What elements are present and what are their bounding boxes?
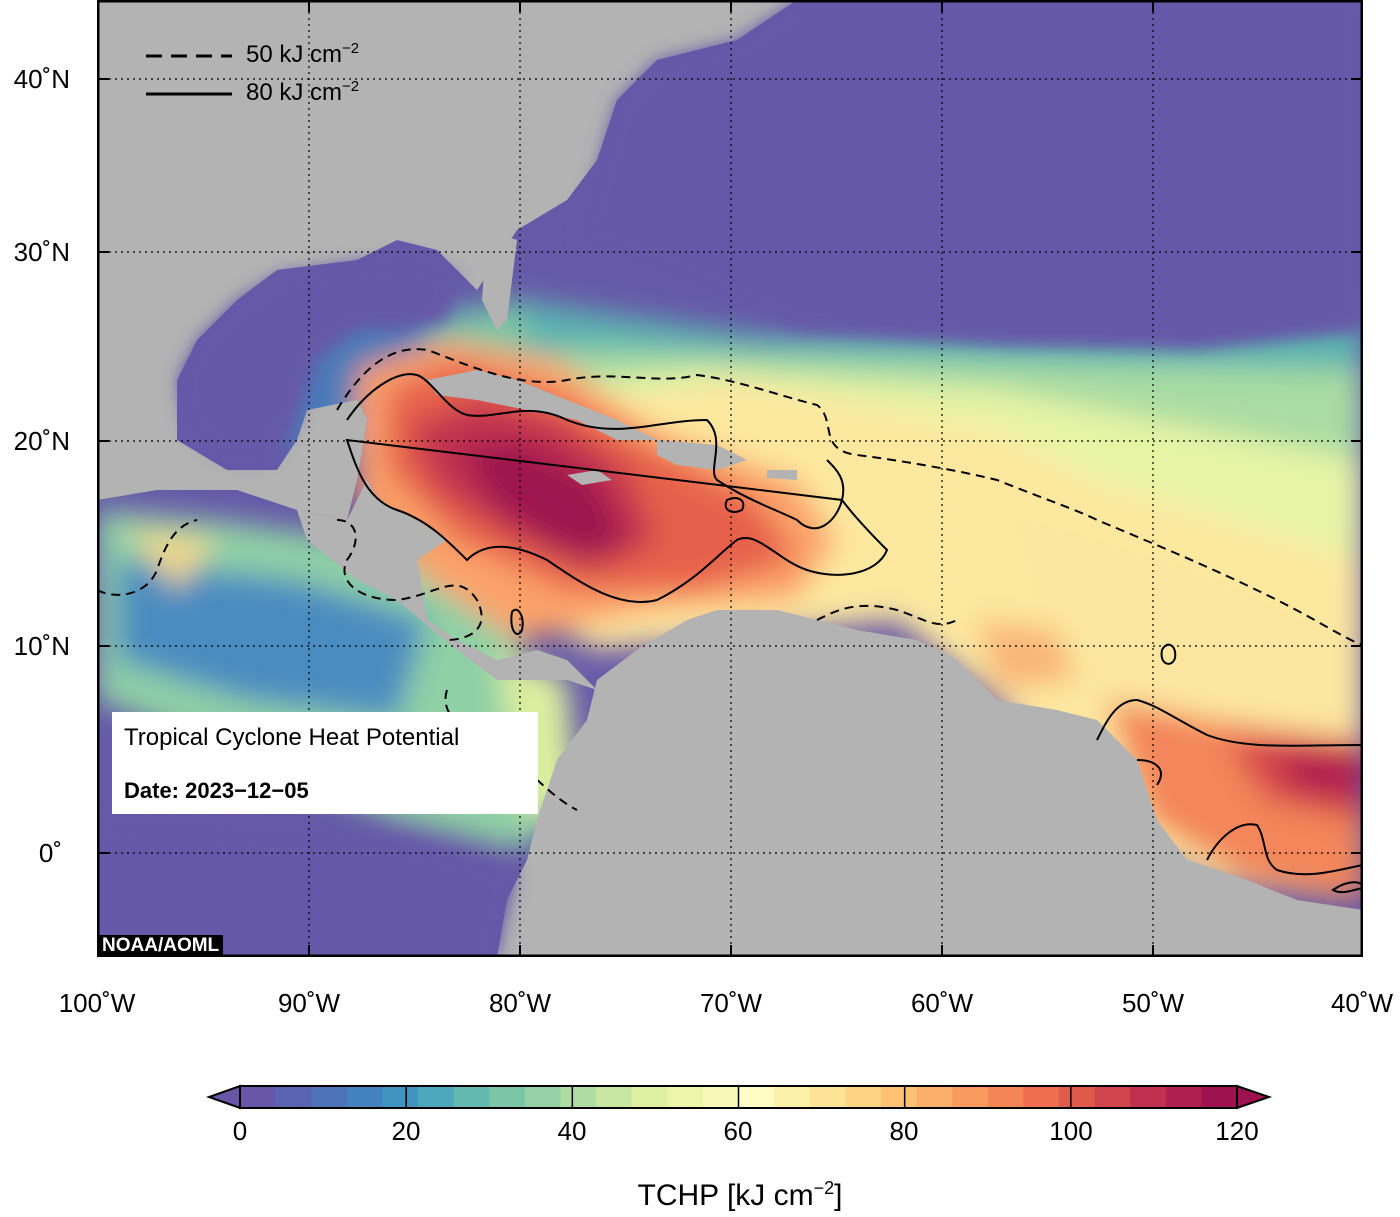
- colorbar-swatch: [1165, 1086, 1202, 1108]
- colorbar-swatch: [952, 1086, 989, 1108]
- colorbar-swatch: [382, 1086, 419, 1108]
- gulf-cold: [177, 260, 457, 460]
- contour-80-blobs: [510, 497, 1363, 894]
- contour-80-south: [1096, 698, 1363, 876]
- map-title: Tropical Cyclone Heat Potential: [124, 724, 460, 751]
- cbar-tick-60: 60: [723, 1116, 753, 1146]
- map-date: Date: 2023−12−05: [124, 778, 309, 803]
- cbar-label-exp: −2: [813, 1178, 835, 1198]
- lon-label-40w: 40˚W: [1330, 988, 1394, 1018]
- colorbar-swatch: [1023, 1086, 1060, 1108]
- colorbar-swatch: [560, 1086, 597, 1108]
- map-panel: 50 kJ cm−2 80 kJ cm−2 Tropical Cyclone H…: [97, 0, 1363, 957]
- lon-label-100w: 100˚W: [58, 988, 136, 1018]
- cbar-tick-120: 120: [1215, 1116, 1259, 1146]
- colorbar-swatch: [346, 1086, 384, 1108]
- colorbar-under-arrow: [206, 1084, 241, 1110]
- colorbar-swatch: [240, 1086, 277, 1108]
- colorbar-swatch: [738, 1086, 775, 1108]
- colorbar-swatch: [453, 1086, 490, 1108]
- colorbar-swatch: [845, 1086, 882, 1108]
- colorbar-label: TCHP [kJ cm−2]: [638, 1178, 843, 1213]
- lat-label-0: 0˚: [38, 838, 62, 868]
- lon-label-50w: 50˚W: [1121, 988, 1185, 1018]
- colorbar-swatch: [880, 1086, 918, 1108]
- colorbar-swatch: [1130, 1086, 1167, 1108]
- cbar-tick-0: 0: [232, 1116, 248, 1146]
- colorbar-swatch: [631, 1086, 668, 1108]
- lat-label-10n: 10˚N: [13, 631, 70, 661]
- colorbar-swatch: [418, 1086, 455, 1108]
- tchp-map: [97, 0, 1363, 957]
- cbar-tick-40: 40: [557, 1116, 587, 1146]
- contour-80-caribbean: [345, 373, 889, 603]
- contours: [97, 348, 1363, 894]
- colorbar-swatch: [987, 1086, 1024, 1108]
- colorbar-swatch: [702, 1086, 740, 1108]
- colorbar-swatch: [1058, 1086, 1096, 1108]
- lon-label-70w: 70˚W: [699, 988, 763, 1018]
- graticule: [97, 0, 1363, 957]
- contour-50-caribbean: [336, 348, 1363, 646]
- dashed-label: 50 kJ cm: [246, 41, 343, 68]
- credit-badge: NOAA/AOML: [98, 935, 224, 957]
- lon-label-60w: 60˚W: [910, 988, 974, 1018]
- cbar-tick-100: 100: [1049, 1116, 1093, 1146]
- colorbar-swatch: [1094, 1086, 1131, 1108]
- solid-label: 80 kJ cm: [246, 79, 343, 106]
- land-masses: [97, 0, 1363, 957]
- map-border: [97, 0, 1363, 957]
- lat-label-20n: 20˚N: [13, 426, 70, 456]
- cbar-tick-20: 20: [391, 1116, 421, 1146]
- colorbar-swatch: [596, 1086, 633, 1108]
- colorbar-swatch: [275, 1086, 312, 1108]
- lat-label-30n: 30˚N: [13, 237, 70, 267]
- lon-label-90w: 90˚W: [277, 988, 341, 1018]
- colorbar-swatch: [489, 1086, 526, 1108]
- lon-label-80w: 80˚W: [488, 988, 552, 1018]
- colorbar-swatch: [809, 1086, 846, 1108]
- colorbar-swatch: [667, 1086, 704, 1108]
- colorbar: [206, 1084, 1273, 1110]
- colorbar-swatch: [524, 1086, 562, 1108]
- colorbar-swatch: [1201, 1086, 1238, 1108]
- solid-exp: −2: [342, 78, 360, 95]
- dashed-exp: −2: [342, 40, 360, 57]
- contour-50-south: [336, 519, 958, 811]
- colorbar-over-arrow: [1236, 1084, 1273, 1110]
- cbar-label-close: ]: [834, 1179, 843, 1212]
- colorbar-swatch: [311, 1086, 348, 1108]
- colorbar-swatch: [774, 1086, 811, 1108]
- south-pacific-cold: [97, 820, 517, 957]
- colorbar-swatch: [916, 1086, 953, 1108]
- north-atlantic-cold: [577, 0, 1363, 350]
- cbar-tick-80: 80: [889, 1116, 919, 1146]
- info-box: Tropical Cyclone Heat Potential Date: 20…: [112, 712, 538, 814]
- contour-50-pacific: [97, 519, 198, 596]
- cbar-label-text: TCHP [kJ cm: [637, 1179, 814, 1212]
- lat-label-40n: 40˚N: [13, 64, 70, 94]
